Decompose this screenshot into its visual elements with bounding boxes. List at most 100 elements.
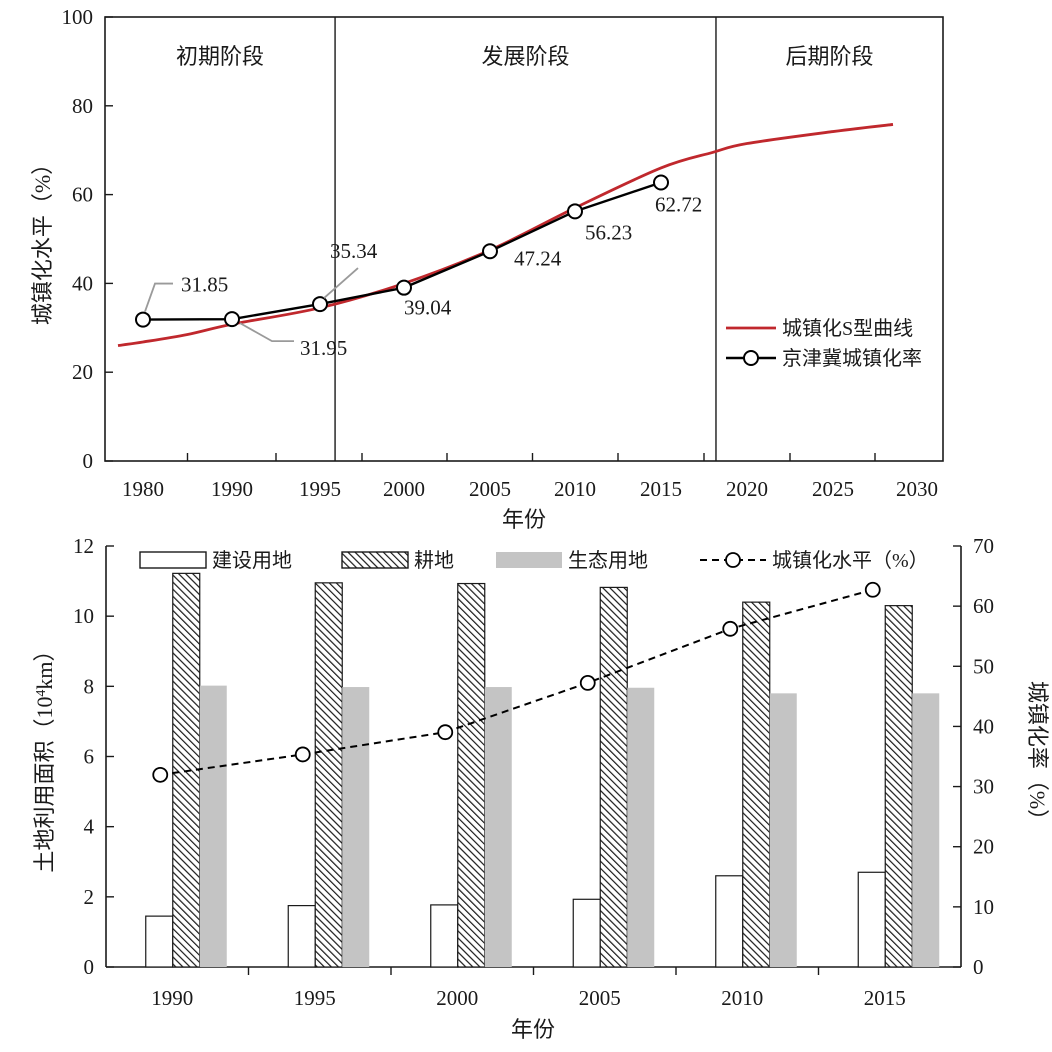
bar-construction: [430, 904, 459, 968]
y-tick-label: 0: [84, 955, 95, 979]
top-data-labels: 31.85 31.95 35.34 39.04 47.24 56.23 62.72: [144, 193, 702, 360]
x-tick-label: 2020: [726, 477, 768, 501]
top-series-layer: [117, 123, 894, 347]
phase-label: 初期阶段: [176, 44, 264, 69]
y-tick-label: 60: [72, 183, 93, 207]
legend-swatch-farmland: [341, 551, 409, 569]
bar-farmland: [314, 582, 343, 968]
bar-ecological: [199, 685, 227, 967]
phase-regions: 初期阶段 发展阶段 后期阶段: [176, 17, 873, 461]
bottom-right-y-axis: 0 10 20 30 40 50 60 70: [953, 534, 994, 979]
bottom-x-axis-title: 年份: [511, 1017, 555, 1042]
legend-swatch-ecological: [496, 552, 562, 568]
bottom-chart-land-use: 0 2 4 6 8 10 12 0 10 20 30 40 50 60 70 1990 1995 2000 20…: [32, 534, 1050, 1042]
x-tick-label: 2010: [721, 986, 763, 1010]
y-tick-label: 8: [84, 674, 95, 698]
bottom-legend: 建设用地 耕地 生态用地 城镇化水平（%）: [139, 549, 929, 572]
legend-marker-jjj-rate: [743, 350, 759, 366]
y2-tick-label: 20: [973, 835, 994, 859]
legend-marker-urbanization: [725, 552, 741, 568]
top-plot-frame: [104, 16, 944, 462]
bar-farmland: [742, 601, 771, 968]
urbanization-dashed-line: [160, 588, 874, 776]
y-tick-label: 20: [72, 360, 93, 384]
bar-farmland: [884, 605, 913, 968]
x-tick-label: 2030: [896, 477, 938, 501]
y2-tick-label: 60: [973, 594, 994, 618]
label-leader-line: [239, 322, 294, 343]
x-tick-label: 2010: [554, 477, 596, 501]
legend-label-urbanization: 城镇化水平（%）: [772, 549, 929, 572]
y2-tick-label: 70: [973, 534, 994, 558]
urbanization-point: [294, 746, 311, 763]
x-tick-label: 2015: [864, 986, 906, 1010]
bar-construction: [857, 871, 886, 968]
legend-label-farmland: 耕地: [414, 549, 454, 572]
top-x-axis-title: 年份: [502, 507, 546, 532]
y2-tick-label: 10: [973, 895, 994, 919]
jjj-rate-point: [224, 311, 240, 328]
data-label: 62.72: [655, 193, 702, 217]
y-tick-label: 12: [73, 534, 94, 558]
data-label: 56.23: [585, 220, 632, 244]
x-tick-label: 2000: [436, 986, 478, 1010]
y-tick-label: 0: [83, 449, 94, 473]
bar-ecological: [484, 687, 512, 967]
y2-tick-label: 50: [973, 654, 994, 678]
data-label: 31.95: [300, 336, 347, 360]
bar-construction: [145, 915, 174, 968]
y-tick-label: 100: [62, 5, 94, 29]
urbanization-point: [152, 766, 169, 783]
bottom-y2-axis-title: 城镇化率（%）: [1025, 681, 1050, 831]
urbanization-point: [864, 581, 881, 598]
bar-construction: [715, 875, 744, 968]
bar-farmland: [457, 582, 486, 968]
bottom-y-axis-title: 土地利用面积（104km）: [32, 639, 57, 872]
bar-ecological: [342, 687, 370, 967]
y2-tick-label: 40: [973, 714, 994, 738]
y-tick-label: 80: [72, 94, 93, 118]
legend-label-construction: 建设用地: [212, 549, 292, 572]
bar-ecological: [912, 693, 940, 967]
data-label: 47.24: [514, 246, 562, 270]
data-label: 31.85: [181, 273, 228, 297]
x-tick-label: 1995: [294, 986, 336, 1010]
x-tick-label: 1995: [299, 477, 341, 501]
data-label: 39.04: [404, 296, 452, 320]
legend-swatch-construction: [139, 551, 207, 569]
urbanization-point: [579, 674, 596, 691]
jjj-rate-point: [482, 243, 498, 260]
top-x-axis: 1980 1990 1995 2000 2005 2010 2015 2020 2025 2030: [122, 453, 938, 501]
legend-label-s-curve: 城镇化S型曲线: [782, 317, 913, 340]
bar-ecological: [769, 693, 797, 967]
bar-construction: [287, 905, 316, 968]
top-y-axis: 0 20 40 60 80 100: [62, 5, 113, 473]
x-tick-label: 2000: [383, 477, 425, 501]
jjj-rate-point: [653, 174, 669, 191]
y-tick-label: 4: [84, 815, 95, 839]
label-leader-line: [323, 267, 359, 299]
urbanization-point: [722, 620, 739, 637]
label-leader-line: [144, 282, 173, 312]
legend-label-jjj-rate: 京津冀城镇化率: [782, 347, 922, 370]
data-label: 35.34: [330, 239, 378, 263]
y2-tick-label: 0: [973, 955, 984, 979]
y-tick-label: 10: [73, 604, 94, 628]
top-chart-urbanization-s-curve: 初期阶段 发展阶段 后期阶段 0 20 40 60 80 100 1980 1990 1995 20…: [30, 5, 944, 532]
jjj-rate-point: [312, 296, 328, 313]
x-tick-label: 2025: [812, 477, 854, 501]
x-tick-label: 2005: [469, 477, 511, 501]
bar-farmland: [599, 586, 628, 968]
x-tick-label: 2005: [579, 986, 621, 1010]
y-tick-label: 6: [84, 745, 95, 769]
legend-label-ecological: 生态用地: [568, 549, 648, 572]
jjj-rate-point: [567, 203, 583, 220]
y2-tick-label: 30: [973, 775, 994, 799]
x-tick-label: 1990: [211, 477, 253, 501]
phase-label: 发展阶段: [482, 44, 570, 69]
jjj-rate-point: [396, 279, 412, 296]
bottom-left-y-axis: 0 2 4 6 8 10 12: [73, 534, 114, 979]
top-legend: 城镇化S型曲线 京津冀城镇化率: [726, 317, 922, 370]
bottom-x-axis: 1990 1995 2000 2005 2010 2015: [151, 967, 906, 1010]
bottom-bars-layer: [145, 572, 940, 968]
